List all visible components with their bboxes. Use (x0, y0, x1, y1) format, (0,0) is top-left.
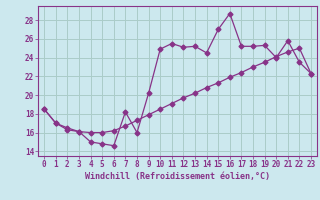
X-axis label: Windchill (Refroidissement éolien,°C): Windchill (Refroidissement éolien,°C) (85, 172, 270, 181)
